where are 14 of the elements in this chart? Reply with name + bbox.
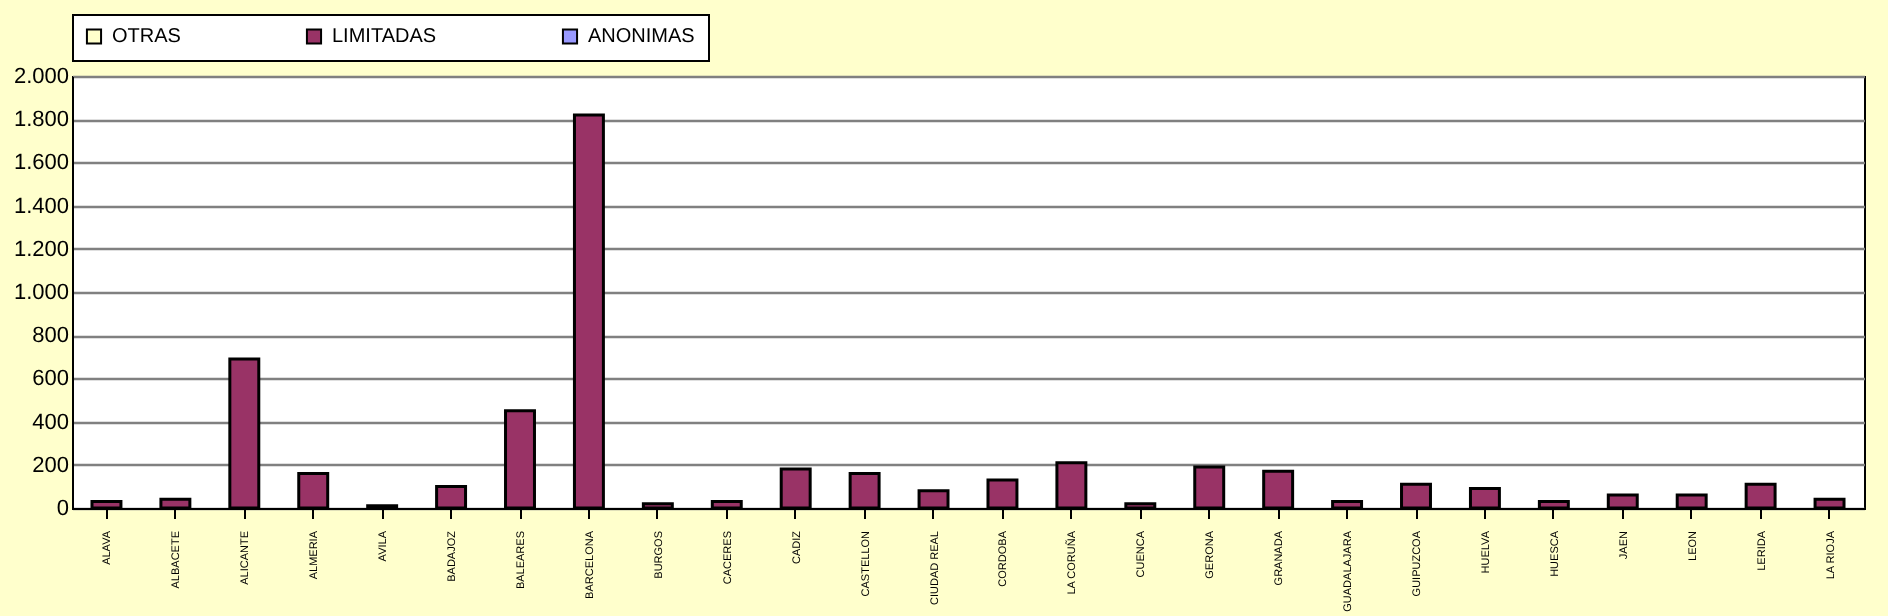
legend-label: ANONIMAS (588, 26, 696, 49)
y-tick-label: 1.400 (13, 194, 69, 219)
legend-label: LIMITADAS (332, 26, 437, 49)
legend-label: OTRAS (112, 26, 182, 49)
y-tick-label: 1.800 (13, 108, 69, 133)
y-tick-label: 1.000 (13, 281, 69, 305)
y-tick-label: 400 (32, 410, 69, 435)
y-tick-label: 800 (32, 324, 69, 349)
y-tick-label: 2.000 (13, 65, 69, 89)
y-tick-label: 600 (32, 367, 69, 392)
y-tick-label: 1.200 (13, 237, 69, 262)
y-tick-label: 200 (32, 453, 69, 478)
y-tick-label: 0 (56, 497, 69, 521)
y-tick-label: 1.600 (13, 151, 69, 176)
